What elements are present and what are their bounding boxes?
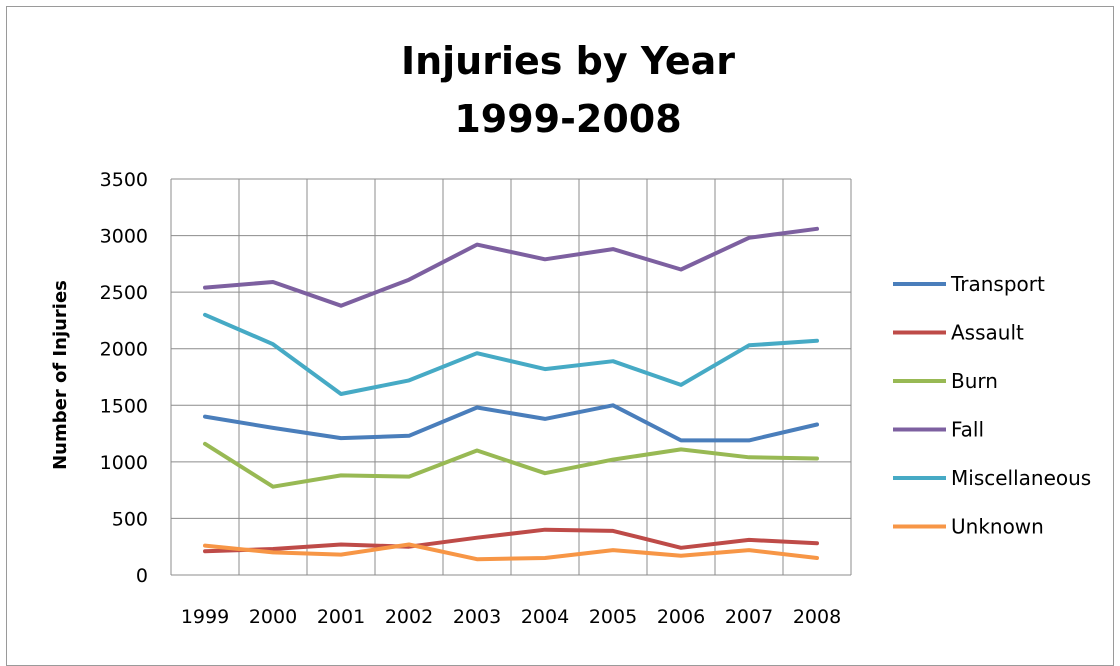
y-tick-label: 0 (136, 565, 148, 587)
x-tick-label: 2005 (589, 606, 637, 628)
legend-item-transport: Transport (893, 272, 1045, 296)
y-tick-label: 1000 (100, 452, 148, 474)
y-tick-label: 2000 (100, 339, 148, 361)
legend: Transport Assault Burn Fall Miscellaneous Unk… (893, 272, 1091, 539)
y-tick-label: 1500 (100, 395, 148, 417)
legend-label: Assault (951, 321, 1024, 345)
chart-subtitle: 1999-2008 (454, 97, 681, 141)
x-tick-label: 2008 (793, 606, 841, 628)
series-line-miscellaneous (203, 312, 819, 396)
legend-item-miscellaneous: Miscellaneous (893, 466, 1091, 490)
y-tick-labels: 0 500 1000 1500 2000 2500 3000 3500 (100, 169, 148, 587)
gridlines (170, 178, 852, 576)
series-line-assault (203, 527, 819, 554)
series-lines (203, 226, 819, 562)
legend-label: Miscellaneous (951, 466, 1091, 490)
y-axis-label: Number of Injuries (50, 280, 71, 470)
legend-label: Unknown (951, 515, 1044, 539)
chart-title: Injuries by Year (401, 39, 735, 83)
legend-label: Fall (951, 418, 984, 442)
y-tick-label: 3000 (100, 226, 148, 248)
x-tick-labels: 1999 2000 2001 2002 2003 2004 2005 2006 2007 2008 (181, 606, 841, 628)
x-tick-label: 2002 (385, 606, 433, 628)
y-tick-label: 2500 (100, 282, 148, 304)
x-tick-label: 2000 (249, 606, 297, 628)
legend-item-unknown: Unknown (893, 515, 1044, 539)
x-tick-label: 2004 (521, 606, 569, 628)
legend-item-burn: Burn (893, 369, 998, 393)
y-tick-label: 3500 (100, 169, 148, 191)
x-tick-label: 2001 (317, 606, 365, 628)
series-line-fall (203, 226, 819, 308)
x-tick-label: 2003 (453, 606, 501, 628)
legend-label: Burn (951, 369, 998, 393)
x-tick-label: 1999 (181, 606, 229, 628)
legend-item-fall: Fall (893, 418, 984, 442)
legend-label: Transport (950, 272, 1045, 296)
series-line-transport (203, 403, 819, 443)
y-tick-label: 500 (112, 508, 148, 530)
series-line-unknown (203, 542, 819, 562)
x-tick-label: 2007 (725, 606, 773, 628)
legend-item-assault: Assault (893, 321, 1024, 345)
series-line-burn (203, 441, 819, 489)
x-tick-label: 2006 (657, 606, 705, 628)
